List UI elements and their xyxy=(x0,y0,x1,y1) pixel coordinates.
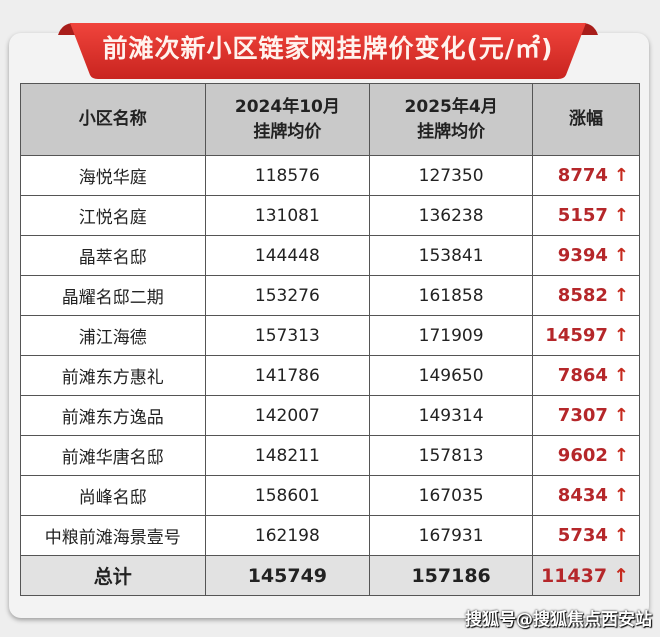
table-row: 浦江海德 157313 171909 14597 ↑ xyxy=(20,315,640,356)
cell-name: 前滩华唐名邸 xyxy=(20,435,206,476)
change-value: 7864 xyxy=(557,365,608,386)
cell-change: 5734 ↑ xyxy=(532,515,640,556)
watermark: 搜狐号@搜狐焦点西安站 xyxy=(465,610,652,630)
arrow-up-icon: ↑ xyxy=(613,245,629,266)
change-value: 8582 xyxy=(557,285,608,306)
arrow-up-icon: ↑ xyxy=(613,165,629,186)
cell-apr2025: 171909 xyxy=(369,315,533,356)
cell-apr2025: 161858 xyxy=(369,275,533,316)
cell-oct2024: 118576 xyxy=(204,155,371,196)
page-title: 前滩次新小区链家网挂牌价变化(元/㎡) xyxy=(102,34,554,63)
cell-apr2025: 127350 xyxy=(369,155,533,196)
table-row: 晶萃名邸 144448 153841 9394 ↑ xyxy=(20,235,640,276)
cell-name: 尚峰名邸 xyxy=(20,475,206,516)
table-row: 前滩东方惠礼 141786 149650 7864 ↑ xyxy=(20,355,640,396)
table-row: 海悦华庭 118576 127350 8774 ↑ xyxy=(20,155,640,196)
cell-oct2024: 145749 xyxy=(204,555,371,596)
cell-change: 8434 ↑ xyxy=(532,475,640,516)
cell-change: 5157 ↑ xyxy=(532,195,640,236)
cell-change: 9602 ↑ xyxy=(532,435,640,476)
table-row: 中粮前滩海景壹号 162198 167931 5734 ↑ xyxy=(20,515,640,556)
table-row: 晶耀名邸二期 153276 161858 8582 ↑ xyxy=(20,275,640,316)
cell-apr2025: 157186 xyxy=(369,555,533,596)
change-value: 8434 xyxy=(557,485,608,506)
cell-apr2025: 149314 xyxy=(369,395,533,436)
header-apr2025-line1: 2025年4月 xyxy=(404,96,498,117)
cell-apr2025: 167035 xyxy=(369,475,533,516)
cell-change: 8774 ↑ xyxy=(532,155,640,196)
price-table: 小区名称 2024年10月 挂牌均价 2025年4月 挂牌均价 涨幅 海悦华庭 118… xyxy=(20,83,640,596)
header-oct2024-line1: 2024年10月 xyxy=(234,96,340,117)
arrow-up-icon: ↑ xyxy=(613,405,629,426)
cell-oct2024: 144448 xyxy=(204,235,371,276)
arrow-up-icon: ↑ xyxy=(613,525,629,546)
header-change: 涨幅 xyxy=(532,83,640,156)
table-row: 江悦名庭 131081 136238 5157 ↑ xyxy=(20,195,640,236)
cell-oct2024: 131081 xyxy=(204,195,371,236)
cell-apr2025: 136238 xyxy=(369,195,533,236)
cell-name: 浦江海德 xyxy=(20,315,206,356)
arrow-up-icon: ↑ xyxy=(613,564,629,587)
cell-change: 9394 ↑ xyxy=(532,235,640,276)
arrow-up-icon: ↑ xyxy=(613,445,629,466)
header-name: 小区名称 xyxy=(20,83,206,156)
cell-name: 晶萃名邸 xyxy=(20,235,206,276)
arrow-up-icon: ↑ xyxy=(613,205,629,226)
cell-apr2025: 157813 xyxy=(369,435,533,476)
cell-change: 14597 ↑ xyxy=(532,315,640,356)
cell-oct2024: 158601 xyxy=(204,475,371,516)
header-oct2024-line2: 挂牌均价 xyxy=(253,121,322,142)
header-apr2025-line2: 挂牌均价 xyxy=(417,121,486,142)
title-ribbon: 前滩次新小区链家网挂牌价变化(元/㎡) xyxy=(58,17,598,79)
table-header: 小区名称 2024年10月 挂牌均价 2025年4月 挂牌均价 涨幅 xyxy=(20,83,640,156)
cell-oct2024: 148211 xyxy=(204,435,371,476)
cell-apr2025: 167931 xyxy=(369,515,533,556)
cell-name: 前滩东方惠礼 xyxy=(20,355,206,396)
cell-oct2024: 153276 xyxy=(204,275,371,316)
cell-name: 中粮前滩海景壹号 xyxy=(20,515,206,556)
cell-name: 总计 xyxy=(20,555,206,596)
cell-change: 11437 ↑ xyxy=(532,555,640,596)
cell-name: 前滩东方逸品 xyxy=(20,395,206,436)
total-row: 总计 145749 157186 11437 ↑ xyxy=(20,555,640,596)
cell-change: 7307 ↑ xyxy=(532,395,640,436)
table-row: 前滩华唐名邸 148211 157813 9602 ↑ xyxy=(20,435,640,476)
cell-name: 晶耀名邸二期 xyxy=(20,275,206,316)
cell-oct2024: 157313 xyxy=(204,315,371,356)
arrow-up-icon: ↑ xyxy=(613,485,629,506)
change-value: 8774 xyxy=(557,165,608,186)
arrow-up-icon: ↑ xyxy=(613,285,629,306)
cell-oct2024: 141786 xyxy=(204,355,371,396)
arrow-up-icon: ↑ xyxy=(613,365,629,386)
cell-name: 江悦名庭 xyxy=(20,195,206,236)
change-value: 5157 xyxy=(557,205,608,226)
change-value: 11437 xyxy=(540,564,608,587)
table-row: 前滩东方逸品 142007 149314 7307 ↑ xyxy=(20,395,640,436)
header-apr2025: 2025年4月 挂牌均价 xyxy=(369,83,533,156)
change-value: 5734 xyxy=(557,525,608,546)
table-row: 尚峰名邸 158601 167035 8434 ↑ xyxy=(20,475,640,516)
cell-name: 海悦华庭 xyxy=(20,155,206,196)
change-value: 9602 xyxy=(557,445,608,466)
cell-apr2025: 149650 xyxy=(369,355,533,396)
cell-change: 8582 ↑ xyxy=(532,275,640,316)
change-value: 9394 xyxy=(557,245,608,266)
cell-change: 7864 ↑ xyxy=(532,355,640,396)
arrow-up-icon: ↑ xyxy=(613,325,629,346)
cell-apr2025: 153841 xyxy=(369,235,533,276)
change-value: 14597 xyxy=(545,325,608,346)
cell-oct2024: 162198 xyxy=(204,515,371,556)
change-value: 7307 xyxy=(557,405,608,426)
header-oct2024: 2024年10月 挂牌均价 xyxy=(204,83,371,156)
cell-oct2024: 142007 xyxy=(204,395,371,436)
